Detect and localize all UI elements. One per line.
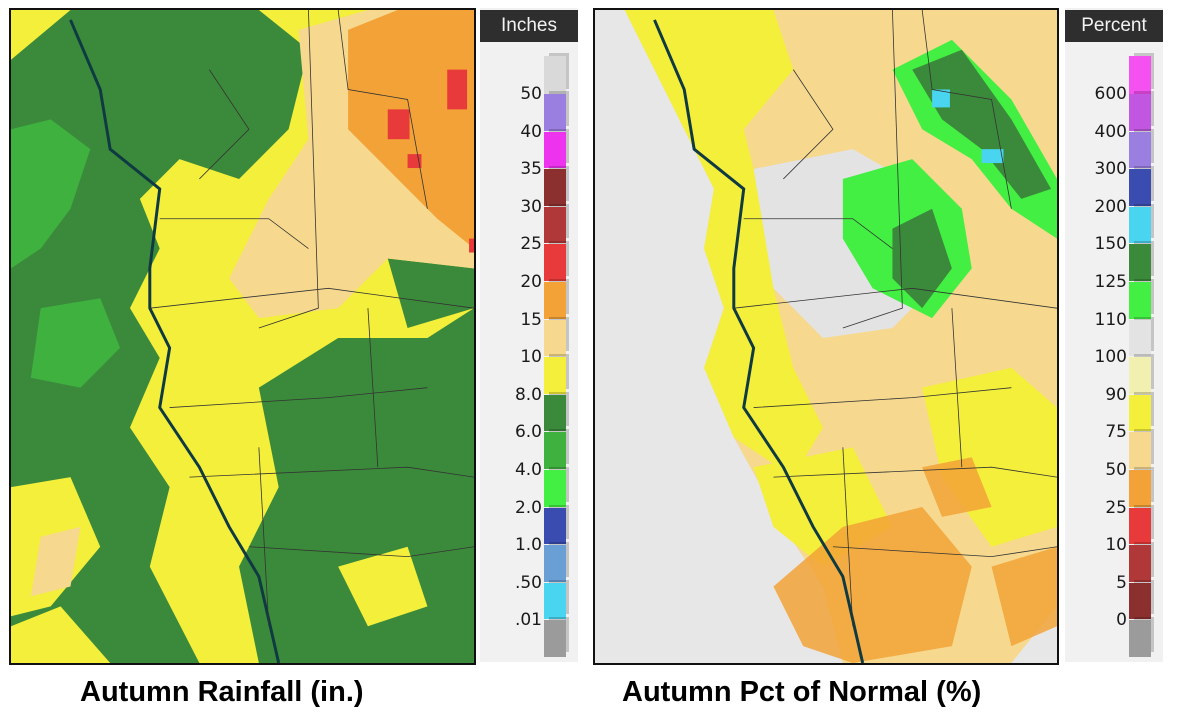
- pct-normal-legend: Percent 600 400 300 200 150 125 110 100 90 75 50 25…: [1065, 8, 1163, 662]
- pct-normal-legend-swatch: [1129, 169, 1151, 206]
- rainfall-legend-swatch: [544, 432, 566, 469]
- rainfall-legend-swatch: [544, 169, 566, 206]
- pct-normal-legend-swatch: [1129, 620, 1151, 657]
- pct-normal-legend-label: 50: [1105, 460, 1127, 480]
- pct-normal-legend-swatch: [1129, 470, 1151, 507]
- rainfall-legend-swatch: [544, 582, 566, 620]
- rainfall-legend: Inches 50 40 35 30 25 20 15 10 8.0 6.0 4.0 2.0 1.0 .5…: [480, 8, 578, 662]
- rainfall-legend-label: 20: [520, 272, 542, 292]
- pct-normal-legend-swatch: [1129, 282, 1151, 319]
- pct-normal-legend-label: 75: [1105, 422, 1127, 443]
- rainfall-legend-label: 6.0: [514, 422, 542, 443]
- rainfall-legend-label: 10: [520, 347, 542, 368]
- rainfall-legend-swatch: [544, 206, 566, 244]
- rainfall-legend-label: 50: [520, 84, 542, 104]
- pct-normal-legend-label: 0: [1116, 610, 1127, 631]
- pct-normal-legend-title: Percent: [1065, 10, 1163, 42]
- rainfall-legend-swatch: [544, 282, 566, 319]
- rainfall-legend-swatch: [544, 94, 566, 131]
- pct-normal-legend-swatch: [1129, 432, 1151, 469]
- pct-normal-map: [593, 8, 1059, 665]
- pct-normal-legend-swatch: [1129, 394, 1151, 432]
- pct-normal-legend-label: 200: [1094, 196, 1127, 217]
- rainfall-caption: Autumn Rainfall (in.): [80, 676, 364, 708]
- rainfall-legend-title: Inches: [480, 10, 578, 42]
- pct-normal-legend-swatch: [1129, 94, 1151, 131]
- legend-top-swatch: [1129, 56, 1151, 94]
- rainfall-legend-label: 15: [520, 309, 542, 330]
- rainfall-legend-swatch: [544, 131, 566, 169]
- rainfall-legend-label: 35: [520, 159, 542, 180]
- pct-normal-legend-label: 125: [1094, 272, 1127, 292]
- rainfall-legend-label: 4.0: [514, 460, 542, 480]
- pct-normal-legend-label: 25: [1105, 497, 1127, 518]
- pct-normal-legend-label: 90: [1105, 384, 1127, 405]
- legend-top-swatch: [544, 56, 566, 94]
- rainfall-map-graphic: [11, 10, 474, 663]
- rainfall-legend-label: .01: [514, 610, 542, 631]
- pct-normal-legend-label: 100: [1094, 347, 1127, 368]
- pct-normal-legend-swatch: [1129, 131, 1151, 169]
- rainfall-legend-label: .50: [514, 572, 542, 593]
- rainfall-legend-label: 8.0: [514, 384, 542, 405]
- pct-normal-legend-label: 300: [1094, 159, 1127, 180]
- pct-normal-legend-label: 10: [1105, 535, 1127, 556]
- pct-normal-legend-label: 110: [1094, 309, 1127, 330]
- pct-normal-map-graphic: [595, 10, 1057, 663]
- pct-normal-legend-swatch: [1129, 357, 1151, 394]
- rainfall-legend-swatch: [544, 470, 566, 507]
- pct-normal-legend-swatch: [1129, 582, 1151, 620]
- pct-normal-legend-swatch: [1129, 244, 1151, 281]
- pct-normal-legend-label: 400: [1094, 121, 1127, 142]
- rainfall-legend-label: 1.0: [514, 535, 542, 556]
- pct-normal-legend-swatch: [1129, 507, 1151, 545]
- pct-normal-legend-label: 600: [1094, 84, 1127, 104]
- rainfall-legend-swatch: [544, 507, 566, 545]
- pct-normal-legend-label: 150: [1094, 234, 1127, 255]
- rainfall-legend-swatch: [544, 357, 566, 394]
- pct-normal-legend-swatch: [1129, 319, 1151, 357]
- rainfall-legend-swatch: [544, 620, 566, 657]
- pct-normal-caption: Autumn Pct of Normal (%): [622, 676, 982, 708]
- rainfall-legend-swatch: [544, 394, 566, 432]
- rainfall-legend-swatch: [544, 545, 566, 582]
- rainfall-map: [9, 8, 476, 665]
- rainfall-legend-label: 25: [520, 234, 542, 255]
- rainfall-legend-label: 30: [520, 196, 542, 217]
- pct-normal-legend-label: 5: [1116, 572, 1127, 593]
- pct-normal-legend-swatch: [1129, 545, 1151, 582]
- rainfall-legend-label: 40: [520, 121, 542, 142]
- pct-normal-legend-swatch: [1129, 206, 1151, 244]
- rainfall-legend-label: 2.0: [514, 497, 542, 518]
- rainfall-legend-swatch: [544, 319, 566, 357]
- rainfall-legend-swatch: [544, 244, 566, 281]
